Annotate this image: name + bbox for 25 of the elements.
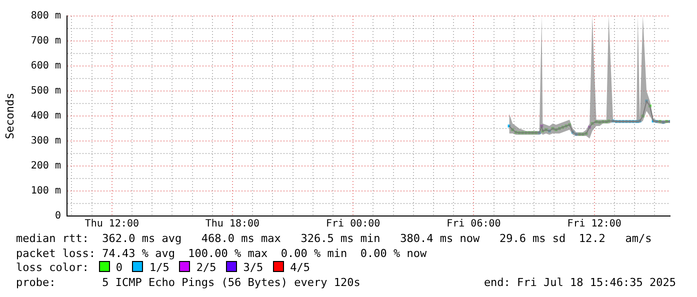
x-tick-label: Fri 06:00 [446,218,501,230]
x-tick-label: Fri 00:00 [326,218,380,230]
text: probe: 5 ICMP Echo Pings (56 Bytes) every 120s [16,276,360,289]
y-axis-title: Seconds [3,92,16,140]
legend-label: 2/5 [196,261,216,274]
legend-label: 3/5 [243,261,264,274]
legend-label: 1/5 [149,261,170,274]
y-tick-label: 400 m [30,110,61,122]
y-tick-label: 200 m [30,160,61,172]
y-tick-label: 300 m [30,136,61,147]
text: end: Fri Jul 18 15:46:35 2025 [484,276,676,290]
text: packet loss: 74.43 % avg 100.00 % max 0.00 % min 0.00 % now [16,246,428,262]
y-tick-label: 800 m [30,10,61,22]
text: median rtt: 362.0 ms avg 468.0 ms max 326.5 ms min 380.4 ms now 29.6 ms sd 12.2 am/s [16,232,653,247]
x-tick-label: Fri 12:00 [567,218,622,230]
legend-label: 4/5 [290,261,310,274]
x-tick-label: Thu 12:00 [84,218,139,230]
legend-title: loss color: [16,261,89,274]
y-tick-label: 500 m [30,86,61,97]
x-tick-label: Thu 18:00 [205,218,260,230]
y-tick-label: 700 m [30,36,61,47]
legend-label: 0 [116,261,122,274]
y-tick-label: 600 m [30,60,61,72]
y-tick-label: 100 m [30,186,61,197]
y-tick-label: 0 [54,210,61,222]
